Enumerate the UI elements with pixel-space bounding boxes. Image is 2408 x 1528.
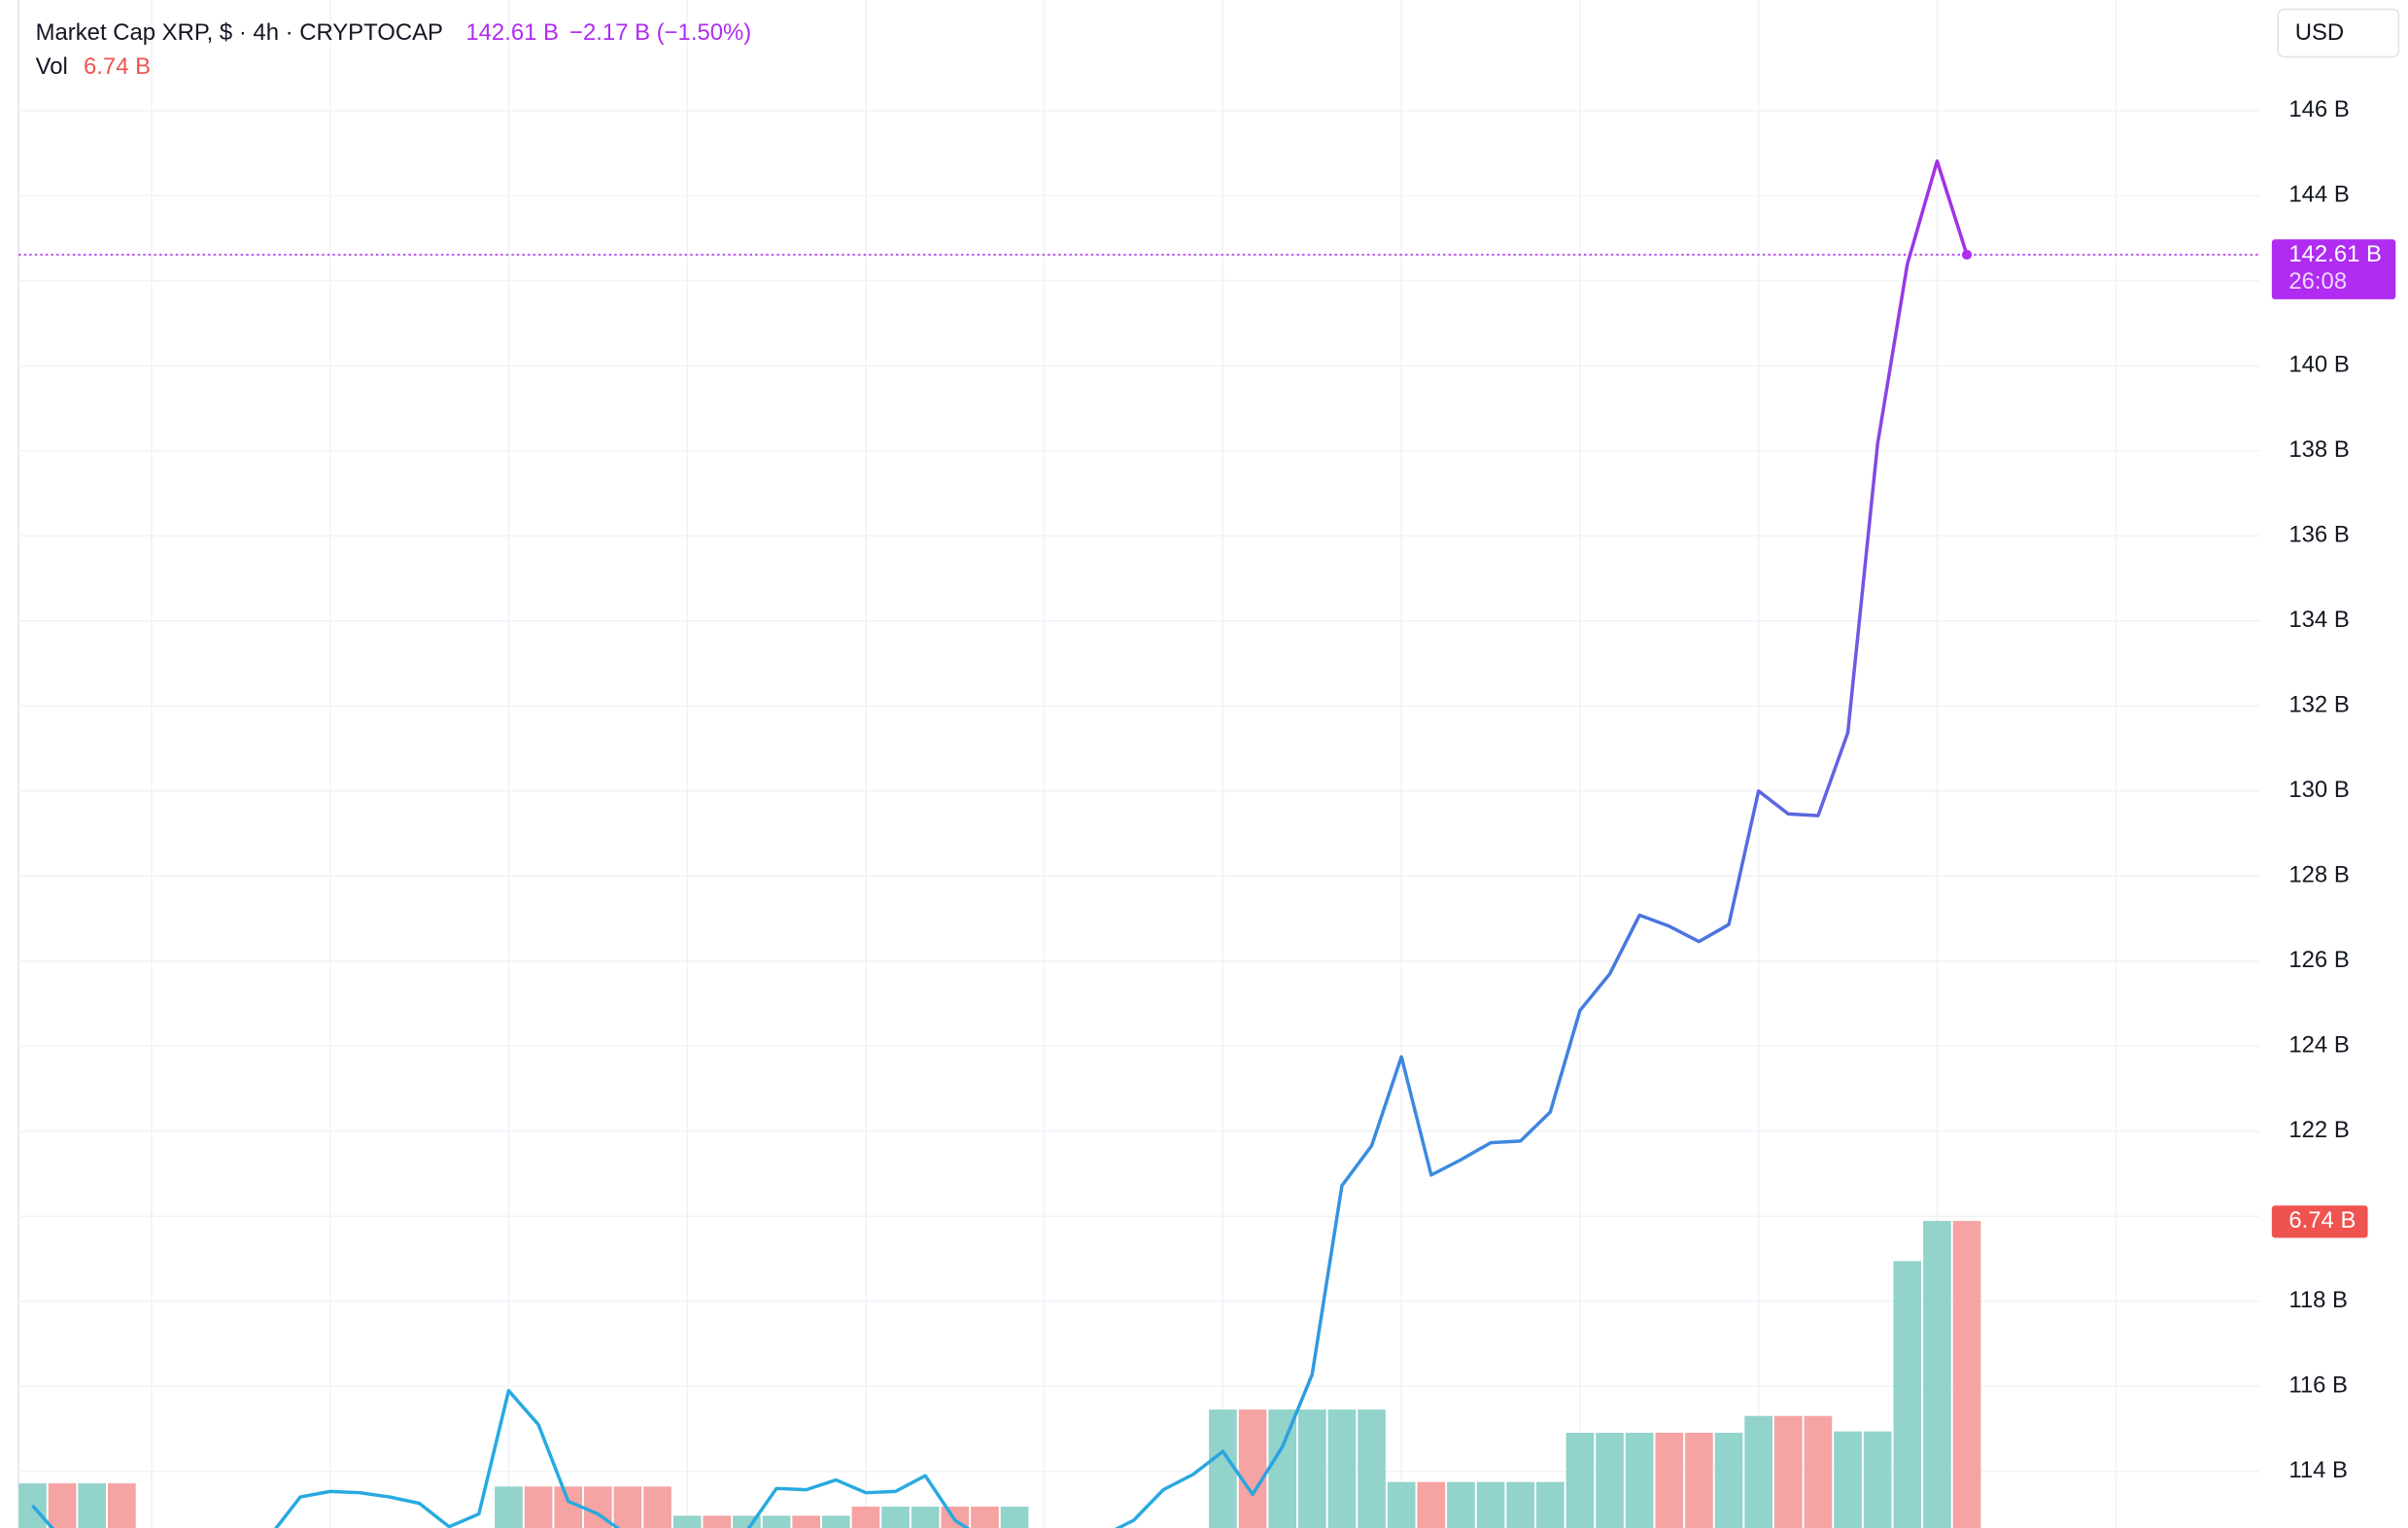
- volume-bar: [971, 1506, 999, 1528]
- volume-bar: [1863, 1431, 1892, 1528]
- volume-bar: [1714, 1433, 1743, 1528]
- legend-vol: Vol: [36, 53, 68, 80]
- y-tick-label: 114 B: [2288, 1457, 2348, 1483]
- y-tick-label: 124 B: [2288, 1032, 2349, 1059]
- volume-bar: [1744, 1415, 1773, 1528]
- volume-bar: [613, 1486, 642, 1528]
- volume-bar: [1952, 1221, 1981, 1528]
- volume-bar: [1506, 1481, 1535, 1528]
- price-badge: [2271, 239, 2396, 299]
- volume-bar: [1387, 1481, 1416, 1528]
- volume-bar: [1417, 1481, 1446, 1528]
- volume-bar: [881, 1506, 910, 1528]
- volume-bar: [1268, 1409, 1297, 1528]
- price-pane: [31, 159, 1973, 1528]
- volume-bar: [1327, 1409, 1357, 1528]
- volume-bar: [703, 1515, 732, 1528]
- volume-badge: [2271, 1205, 2368, 1238]
- volume-bar: [643, 1486, 671, 1528]
- volume-bar: [1655, 1433, 1684, 1528]
- volume-bar: [762, 1515, 791, 1528]
- volume-bar: [821, 1515, 850, 1528]
- volume-badge-label: 6.74 B: [2288, 1207, 2356, 1233]
- last-point: [1961, 250, 1973, 260]
- volume-bar: [554, 1486, 583, 1528]
- y-tick-label: 130 B: [2288, 777, 2349, 803]
- y-tick-label: 118 B: [2288, 1287, 2348, 1313]
- volume-bar: [1535, 1481, 1565, 1528]
- volume-bar: [524, 1486, 553, 1528]
- y-tick-label: 134 B: [2288, 607, 2349, 633]
- y-tick-label: 116 B: [2288, 1372, 2348, 1399]
- volume-bar: [1596, 1433, 1624, 1528]
- currency-button[interactable]: [2277, 8, 2400, 58]
- volume-bar: [1773, 1415, 1803, 1528]
- y-tick-label: 144 B: [2288, 182, 2349, 208]
- volume-bar: [1000, 1506, 1029, 1528]
- legend-change: −2.17 B (−1.50%): [569, 19, 751, 46]
- volume-bar: [1804, 1415, 1833, 1528]
- volume-bar: [911, 1506, 940, 1528]
- volume-bar: [851, 1506, 880, 1528]
- volume-bar: [1447, 1481, 1475, 1528]
- volume-bar: [1297, 1409, 1326, 1528]
- volume-bar: [48, 1483, 77, 1528]
- volume-bar: [1834, 1431, 1862, 1528]
- volume-bar: [1565, 1433, 1595, 1528]
- y-tick-label: 140 B: [2288, 352, 2349, 378]
- volume-pane: [18, 1221, 1981, 1528]
- y-tick-label: 132 B: [2288, 692, 2349, 718]
- currency-label[interactable]: USD: [2295, 19, 2344, 46]
- volume-bar: [495, 1486, 523, 1528]
- volume-bar: [78, 1483, 107, 1528]
- y-tick-label: 138 B: [2288, 436, 2349, 463]
- volume-bar: [1238, 1409, 1267, 1528]
- volume-bar: [672, 1515, 702, 1528]
- volume-bar: [1893, 1261, 1922, 1528]
- volume-bar: [107, 1483, 136, 1528]
- y-tick-label: 128 B: [2288, 862, 2349, 888]
- volume-bar: [792, 1515, 821, 1528]
- legend-vol-value: 6.74 B: [84, 53, 151, 80]
- countdown: 26:08: [2288, 268, 2347, 295]
- volume-bar: [1625, 1433, 1654, 1528]
- y-tick-label: 146 B: [2288, 96, 2349, 122]
- y-tick-label: 126 B: [2288, 947, 2349, 973]
- volume-bar: [1209, 1409, 1237, 1528]
- volume-bar: [1923, 1221, 1951, 1528]
- price-badge-label: 142.61 B: [2288, 241, 2382, 267]
- volume-bar: [1685, 1433, 1713, 1528]
- volume-bar: [1476, 1481, 1505, 1528]
- legend-price: 142.61 B: [465, 19, 559, 46]
- y-tick-label: 136 B: [2288, 522, 2349, 548]
- legend-title: Market Cap XRP, $ · 4h · CRYPTOCAP: [36, 19, 443, 46]
- volume-bar: [1358, 1409, 1386, 1528]
- price-line: [31, 159, 1969, 1528]
- y-tick-label: 122 B: [2288, 1117, 2349, 1143]
